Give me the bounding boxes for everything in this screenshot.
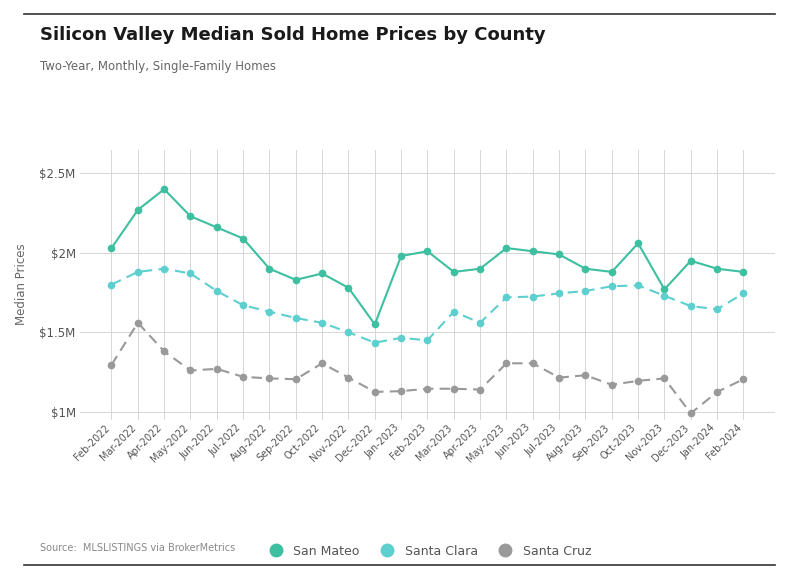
- Text: Source:  MLSLISTINGS via BrokerMetrics: Source: MLSLISTINGS via BrokerMetrics: [40, 543, 235, 553]
- Y-axis label: Median Prices: Median Prices: [15, 244, 29, 325]
- Text: Two-Year, Monthly, Single-Family Homes: Two-Year, Monthly, Single-Family Homes: [40, 60, 276, 74]
- Legend: San Mateo, Santa Clara, Santa Cruz: San Mateo, Santa Clara, Santa Cruz: [258, 539, 597, 562]
- Text: Silicon Valley Median Sold Home Prices by County: Silicon Valley Median Sold Home Prices b…: [40, 26, 546, 44]
